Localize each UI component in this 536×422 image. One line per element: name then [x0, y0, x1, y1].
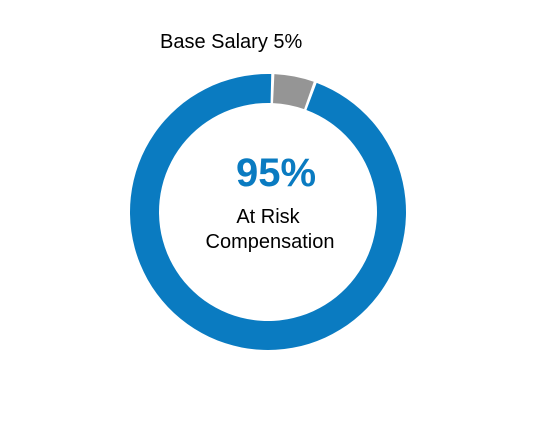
base-salary-slice-label: Base Salary 5%	[160, 31, 303, 53]
donut-slices	[130, 74, 407, 350]
center-percentage: 95%	[236, 151, 316, 195]
center-label-line-2: Compensation	[206, 231, 335, 253]
center-label-line-1: At Risk	[236, 206, 300, 228]
base-salary-slice	[273, 74, 314, 110]
